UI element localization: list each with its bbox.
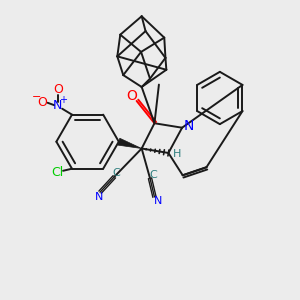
Text: C: C [113,168,121,178]
Text: N: N [154,196,162,206]
Text: Cl: Cl [51,166,63,179]
Text: N: N [184,119,194,133]
Text: O: O [37,96,47,109]
Text: O: O [126,88,137,103]
Text: C: C [150,170,158,180]
Text: −: − [32,92,42,102]
Polygon shape [118,138,142,148]
Text: N: N [94,192,103,202]
Text: H: H [172,149,181,160]
Text: O: O [53,83,63,96]
Text: +: + [59,95,67,105]
Text: N: N [53,99,62,112]
